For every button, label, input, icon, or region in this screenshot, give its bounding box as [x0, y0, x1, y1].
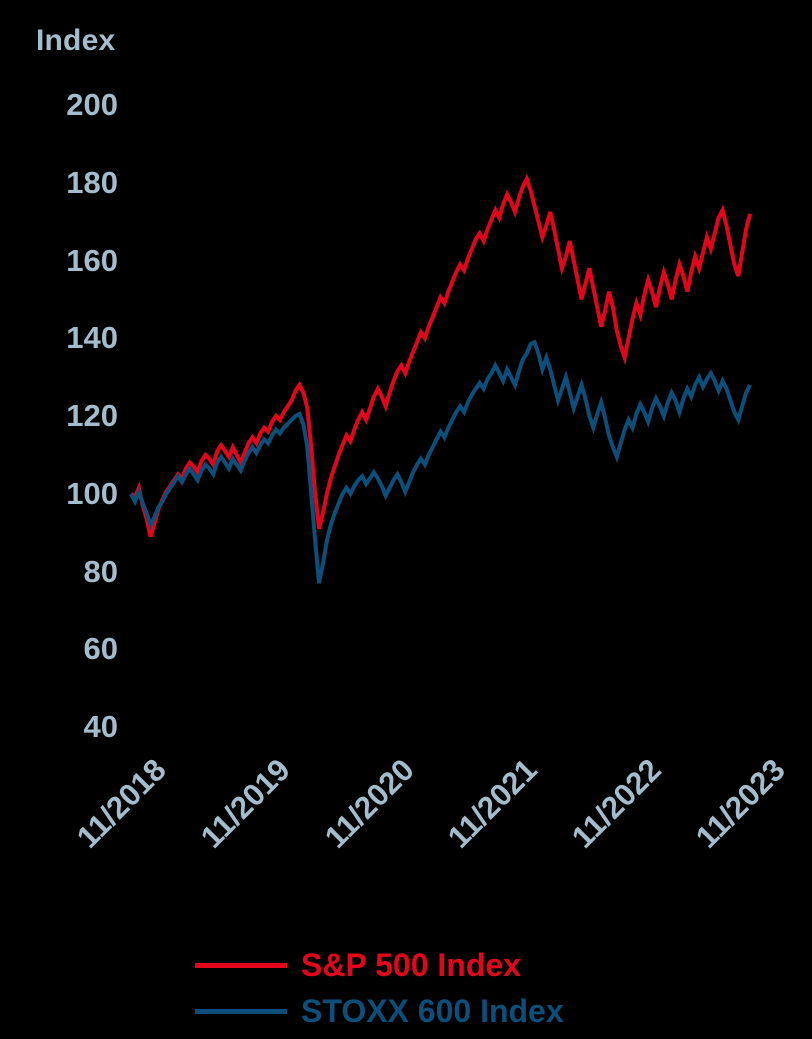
y-axis-title: Index	[36, 24, 116, 57]
series-line-sp500	[129, 173, 752, 538]
legend-label-sp500: S&P 500 Index	[301, 947, 521, 983]
y-axis-tick-40: 40	[83, 709, 118, 744]
y-axis-tick-200: 200	[66, 87, 118, 122]
series-line-stoxx600	[129, 339, 752, 584]
y-axis-tick-80: 80	[83, 553, 118, 589]
y-axis-tick-120: 120	[66, 398, 118, 433]
legend-item-stoxx600[interactable]: STOXX 600 Index	[195, 988, 755, 1034]
legend-line-sp500	[195, 962, 287, 968]
y-axis-tick-labels: 200 180 160 140 120 100 80 60 40	[0, 0, 118, 1039]
y-axis-tick-140: 140	[66, 320, 118, 356]
chart-legend: S&P 500 Index STOXX 600 Index	[195, 942, 755, 1034]
legend-line-stoxx600	[195, 1008, 287, 1014]
legend-label-stoxx600: STOXX 600 Index	[301, 993, 564, 1029]
y-axis-tick-60: 60	[83, 631, 118, 667]
legend-item-sp500[interactable]: S&P 500 Index	[195, 942, 755, 988]
y-axis-tick-160: 160	[66, 242, 118, 278]
y-axis-tick-180: 180	[66, 164, 118, 200]
y-axis-tick-100: 100	[66, 475, 118, 511]
